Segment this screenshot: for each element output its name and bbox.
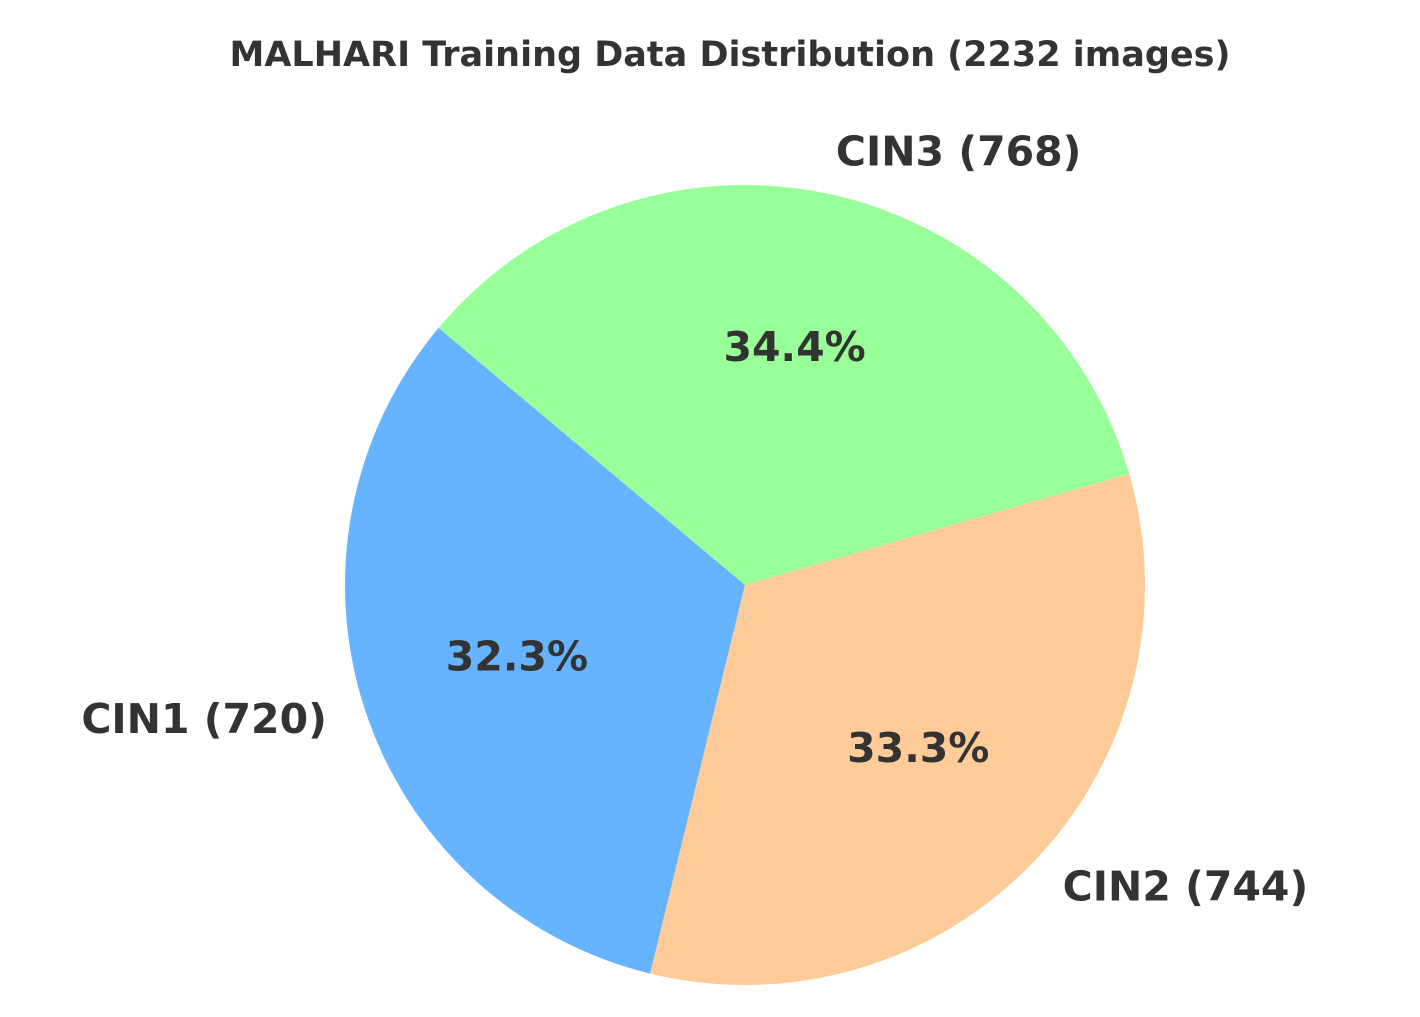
pie-slice <box>344 327 745 974</box>
value-label: 32.3% <box>446 633 588 681</box>
category-label: CIN2 (744) <box>1063 862 1309 910</box>
chart-title: MALHARI Training Data Distribution (2232… <box>230 35 1231 75</box>
category-label: CIN1 (720) <box>81 695 327 743</box>
category-label: CIN3 (768) <box>836 127 1082 175</box>
value-label: 34.4% <box>723 323 865 371</box>
pie-slice <box>650 473 1146 985</box>
pie-slice <box>438 184 1130 585</box>
value-label: 33.3% <box>847 724 989 772</box>
